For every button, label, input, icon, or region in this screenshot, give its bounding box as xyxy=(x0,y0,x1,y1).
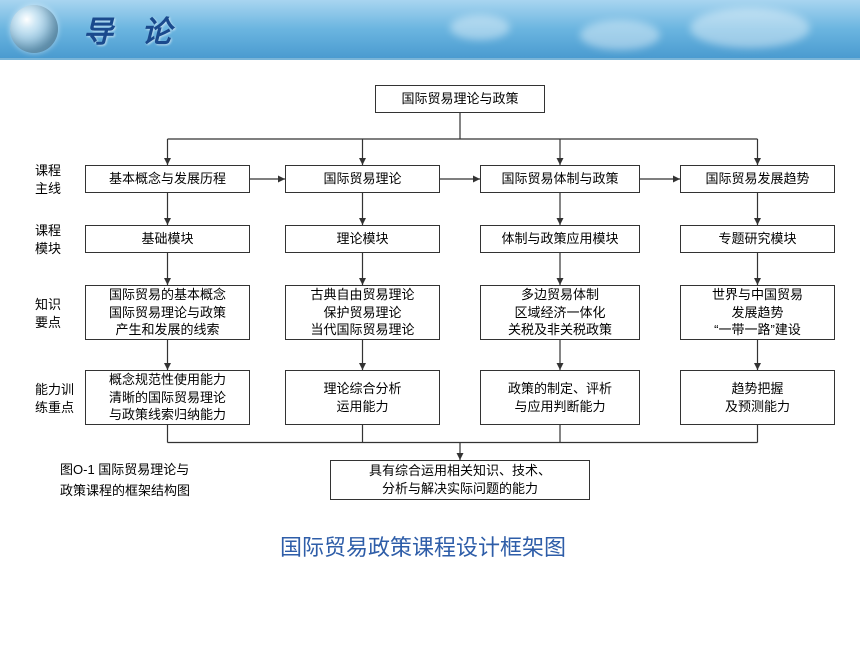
r2-box-0: 基础模块 xyxy=(85,225,250,253)
r4-box-1: 理论综合分析运用能力 xyxy=(285,370,440,425)
slide-header: 导 论 xyxy=(0,0,860,60)
flowchart-diagram: 国际贸易理论与政策基本概念与发展历程 国际贸易理论 国际贸易体制与政策 国际贸易发展趋… xyxy=(0,60,860,620)
r4-box-0: 概念规范性使用能力清晰的国际贸易理论与政策线索归纳能力 xyxy=(85,370,250,425)
r3-box-1: 古典自由贸易理论保护贸易理论当代国际贸易理论 xyxy=(285,285,440,340)
top-box: 国际贸易理论与政策 xyxy=(375,85,545,113)
r2-box-1: 理论模块 xyxy=(285,225,440,253)
row-label-r4: 能力训练重点 xyxy=(35,381,85,417)
row-label-r2: 课程模块 xyxy=(35,222,85,258)
figure-caption: 图O-1 国际贸易理论与政策课程的框架结构图 xyxy=(60,460,190,502)
r4-box-3: 趋势把握及预测能力 xyxy=(680,370,835,425)
cloud-decoration xyxy=(690,8,810,48)
r1-box-2: 国际贸易体制与政策 xyxy=(480,165,640,193)
row-label-r1: 课程主线 xyxy=(35,162,85,198)
r1-box-3: 国际贸易发展趋势 xyxy=(680,165,835,193)
r3-box-3: 世界与中国贸易发展趋势“一带一路”建设 xyxy=(680,285,835,340)
r3-box-0: 国际贸易的基本概念国际贸易理论与政策产生和发展的线索 xyxy=(85,285,250,340)
bottom-box: 具有综合运用相关知识、技术、分析与解决实际问题的能力 xyxy=(330,460,590,500)
row-label-r3: 知识要点 xyxy=(35,296,85,332)
cloud-decoration xyxy=(580,20,660,50)
r1-box-1: 国际贸易理论 xyxy=(285,165,440,193)
r2-box-2: 体制与政策应用模块 xyxy=(480,225,640,253)
cloud-decoration xyxy=(450,15,510,40)
r3-box-2: 多边贸易体制区域经济一体化关税及非关税政策 xyxy=(480,285,640,340)
footer-title: 国际贸易政策课程设计框架图 xyxy=(280,530,566,562)
r1-box-0: 基本概念与发展历程 xyxy=(85,165,250,193)
globe-icon xyxy=(10,5,58,53)
header-title: 导 论 xyxy=(83,7,181,51)
r4-box-2: 政策的制定、评析与应用判断能力 xyxy=(480,370,640,425)
r2-box-3: 专题研究模块 xyxy=(680,225,835,253)
